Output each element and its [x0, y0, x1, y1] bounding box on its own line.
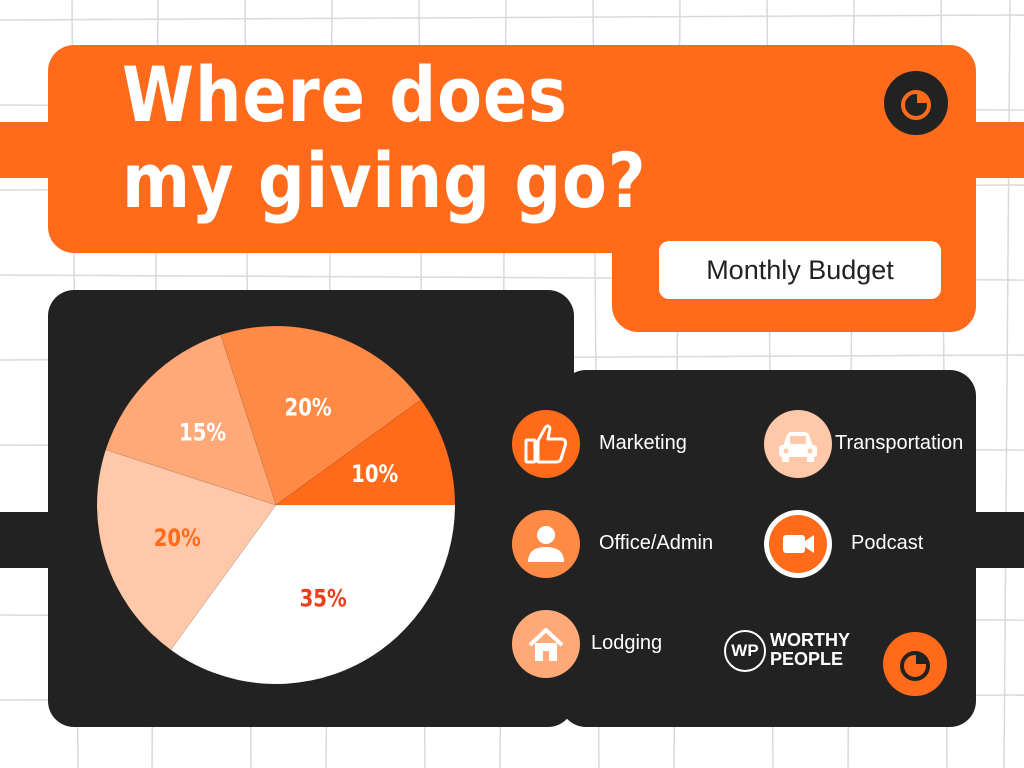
person-icon — [528, 526, 564, 562]
pie-slice — [96, 449, 277, 651]
legend-swatch — [764, 510, 832, 578]
thumbs-up-icon — [524, 424, 568, 464]
legend-swatch — [512, 510, 580, 578]
legend-label: Office/Admin — [599, 532, 714, 554]
legend-item-marketing: Marketing — [512, 410, 712, 478]
logo-line-2: PEOPLE — [770, 649, 844, 669]
slice-label: 10% — [351, 461, 398, 488]
pie-chart-icon — [884, 71, 948, 135]
grid-line — [1003, 0, 1011, 768]
legend-label: Lodging — [591, 632, 663, 654]
legend-label: Podcast — [851, 532, 924, 554]
legend-label: Transportation — [835, 432, 964, 454]
pie-chart-icon — [883, 632, 947, 696]
legend-swatch — [764, 410, 832, 478]
legend-item-lodging: Lodging — [512, 610, 712, 678]
budget-badge: Monthly Budget — [659, 241, 941, 299]
legend-swatch — [512, 610, 580, 678]
legend-item-office-admin: Office/Admin — [512, 510, 732, 578]
pie-slice — [220, 325, 422, 506]
logo-line-1: WORTHY — [770, 630, 850, 650]
legend-item-transportation: Transportation — [764, 410, 1004, 478]
pie-slice — [170, 504, 456, 685]
video-camera-icon — [769, 515, 827, 573]
legend-item-podcast: Podcast — [764, 510, 964, 578]
logo-mark: WP — [724, 630, 766, 672]
car-icon — [779, 432, 817, 462]
pie-slice — [274, 399, 456, 506]
legend-swatch — [512, 410, 580, 478]
slice-label: 20% — [154, 525, 201, 552]
pie-chart: 35% 20% 15% 20% 10% — [96, 325, 456, 685]
worthy-people-logo: WP WORTHY PEOPLE — [724, 630, 874, 674]
slice-label: 35% — [300, 586, 347, 613]
page-title: Where does my giving go? — [122, 50, 647, 225]
pie-slice — [105, 334, 277, 506]
house-icon — [528, 628, 564, 661]
legend-label: Marketing — [599, 432, 687, 454]
slice-label: 15% — [179, 420, 226, 447]
slice-label: 20% — [285, 394, 332, 421]
logo-text: WORTHY PEOPLE — [770, 631, 850, 669]
grid-line — [0, 14, 1024, 21]
